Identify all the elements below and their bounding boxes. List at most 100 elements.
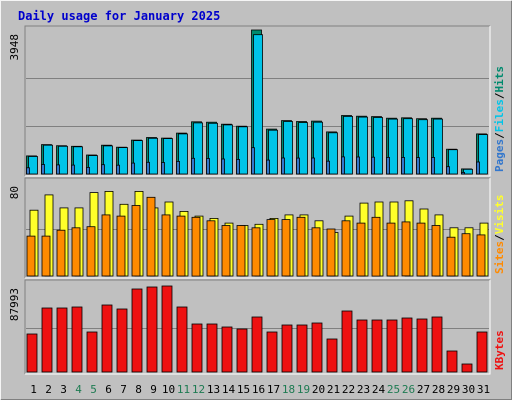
bar-sites-19: [296, 216, 306, 277]
x-tick-label-14: 14: [222, 383, 236, 396]
kbytes-panel: 87993 KBytes: [8, 279, 506, 375]
bar-kbytes-8: [131, 288, 143, 373]
bar-pages-6: [101, 164, 105, 175]
panel-frame-highlight: [25, 26, 491, 177]
bar-kbytes-4: [71, 306, 83, 373]
bar-pages-29: [446, 166, 450, 175]
bar-pages-9: [146, 161, 150, 175]
bar-pages-11: [176, 160, 180, 175]
x-tick-label-22: 22: [342, 383, 355, 396]
bar-pages-4: [71, 164, 75, 175]
bar-files-16: [253, 34, 263, 175]
bar-sites-7: [116, 215, 126, 277]
bar-files-21: [328, 132, 338, 175]
bar-files-10: [163, 138, 173, 175]
bar-files-20: [313, 121, 323, 175]
bar-sites-12: [191, 216, 201, 277]
bar-sites-17: [266, 219, 276, 277]
bar-files-11: [178, 133, 188, 175]
y-axis-max-label: 80: [8, 186, 21, 199]
x-tick-label-20: 20: [312, 383, 325, 396]
x-tick-label-2: 2: [45, 383, 52, 396]
bar-sites-13: [206, 220, 216, 277]
legend: Pages/Files/Hits: [493, 66, 506, 172]
legend-separator: /: [493, 92, 506, 99]
bar-kbytes-5: [86, 331, 98, 373]
bar-pages-25: [386, 156, 390, 175]
bar-kbytes-20: [311, 322, 323, 373]
legend-separator: /: [493, 132, 506, 139]
bar-files-3: [58, 145, 68, 175]
x-tick-label-30: 30: [462, 383, 475, 396]
bar-pages-3: [56, 164, 60, 175]
bar-files-12: [193, 122, 203, 175]
y-axis-max-label: 87993: [8, 288, 21, 321]
x-tick-label-12: 12: [192, 383, 205, 396]
x-tick-label-7: 7: [120, 383, 127, 396]
x-tick-label-17: 17: [267, 383, 280, 396]
bar-files-14: [223, 124, 233, 175]
bar-kbytes-19: [296, 324, 308, 373]
bar-files-30: [463, 168, 473, 175]
bar-files-25: [388, 118, 398, 175]
bar-files-8: [133, 140, 143, 175]
bar-sites-3: [56, 229, 66, 277]
bar-files-18: [283, 121, 293, 175]
legend-files: Files: [493, 99, 506, 132]
bar-sites-1: [26, 235, 36, 277]
bar-files-29: [448, 149, 458, 175]
bar-pages-27: [416, 157, 420, 175]
bar-sites-25: [386, 222, 396, 277]
x-tick-label-5: 5: [90, 383, 97, 396]
bar-files-9: [148, 137, 158, 175]
panel-frame-shadow: [24, 25, 490, 176]
bar-sites-22: [341, 220, 351, 277]
chart-panels: 3948Pages/Files/Hits80Sites/Visits87993K…: [8, 25, 506, 375]
bar-sites-30: [461, 233, 471, 277]
bar-sites-11: [176, 215, 186, 277]
x-tick-label-29: 29: [447, 383, 460, 396]
bar-kbytes-31: [476, 331, 488, 373]
legend-visits: Visits: [493, 195, 506, 235]
bar-files-17: [268, 129, 278, 175]
x-tick-label-16: 16: [252, 383, 265, 396]
x-tick-label-24: 24: [372, 383, 386, 396]
bar-files-19: [298, 122, 308, 175]
bar-files-31: [478, 134, 488, 175]
x-tick-label-18: 18: [282, 383, 295, 396]
bar-sites-29: [446, 236, 456, 277]
bar-sites-26: [401, 221, 411, 277]
panel-frame-highlight: [25, 280, 491, 375]
x-tick-label-27: 27: [417, 383, 430, 396]
bar-pages-7: [116, 164, 120, 175]
bar-pages-28: [431, 156, 435, 175]
bar-kbytes-15: [236, 328, 248, 373]
visits-panel: 80 Sites/Visits: [8, 177, 506, 279]
bar-files-2: [43, 144, 53, 175]
bar-kbytes-17: [266, 331, 278, 373]
bar-sites-2: [41, 235, 51, 277]
bar-kbytes-6: [101, 304, 113, 373]
legend-kbytes: KBytes: [493, 330, 506, 370]
bar-kbytes-21: [326, 338, 338, 373]
bar-kbytes-27: [416, 318, 428, 373]
x-tick-label-1: 1: [30, 383, 37, 396]
panel-frame-highlight: [25, 178, 491, 279]
x-tick-label-9: 9: [150, 383, 157, 396]
bar-kbytes-22: [341, 310, 353, 373]
bar-pages-16: [251, 147, 255, 175]
bar-sites-16: [251, 227, 261, 277]
bar-pages-18: [281, 157, 285, 175]
bar-sites-28: [431, 225, 441, 277]
panel-frame-shadow: [24, 177, 490, 278]
bar-pages-17: [266, 159, 270, 175]
chart-title: Daily usage for January 2025: [18, 9, 220, 23]
bar-files-23: [358, 116, 368, 175]
bar-kbytes-10: [161, 285, 173, 373]
bar-pages-31: [476, 161, 480, 175]
bar-pages-21: [326, 160, 330, 175]
bar-pages-19: [296, 157, 300, 175]
bar-pages-26: [401, 156, 405, 175]
